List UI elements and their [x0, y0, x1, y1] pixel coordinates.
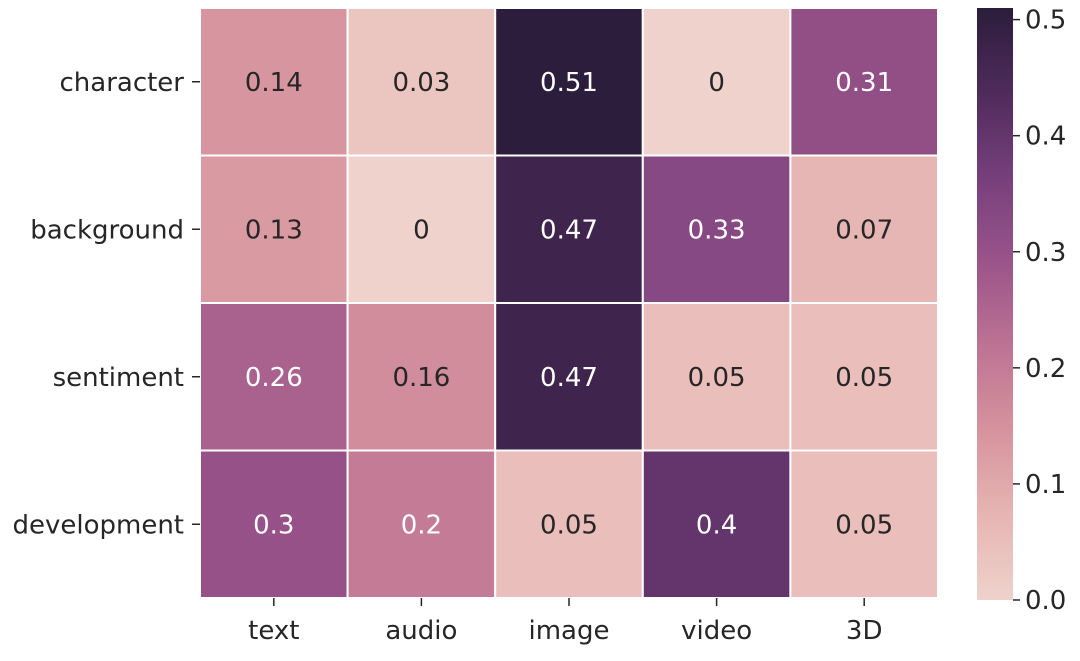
colorbar: 0.0 0.1 0.2 0.3 0.4 0.5: [977, 6, 1066, 616]
heatmap-cell: [494, 302, 644, 452]
cell-value-label: 0.14: [245, 68, 303, 98]
heatmap-cell: [789, 7, 940, 157]
heatmap-cell: [199, 154, 349, 304]
cell-value-label: 0: [708, 68, 725, 98]
cell-value-label: 0.47: [540, 215, 598, 245]
cell-value-label: 0.33: [688, 215, 746, 245]
cell-value-label: 0.07: [835, 215, 893, 245]
heatmap-cell: [789, 302, 940, 452]
cell-value-label: 0.2: [401, 510, 442, 540]
heatmap-cell: [346, 7, 497, 157]
heatmap-cell-labels: 0.14 0.03 0.51 0 0.31 0.13 0 0.47 0.33 0.07 0.26 0.…: [245, 68, 893, 541]
heatmap-cell: [494, 449, 644, 599]
heatmap-cell: [346, 302, 497, 452]
x-tick-label: image: [529, 616, 610, 646]
colorbar-gradient: [977, 8, 1013, 600]
x-tick-label: audio: [385, 616, 457, 646]
cell-value-label: 0.3: [253, 510, 294, 540]
heatmap-cell: [641, 302, 792, 452]
y-tick-label: sentiment: [53, 363, 184, 393]
cell-value-label: 0.47: [540, 363, 598, 393]
colorbar-tick-label: 0.5: [1025, 6, 1066, 36]
cell-value-label: 0.05: [835, 510, 893, 540]
cell-value-label: 0.31: [835, 68, 893, 98]
x-tick-label: 3D: [846, 616, 883, 646]
heatmap-cells: [199, 7, 940, 599]
colorbar-tick-label: 0.2: [1025, 354, 1066, 384]
cell-value-label: 0.13: [245, 215, 303, 245]
cell-value-label: 0.51: [540, 68, 598, 98]
colorbar-tick-label: 0.4: [1025, 122, 1066, 152]
colorbar-tick-label: 0.1: [1025, 470, 1066, 500]
heatmap-cell: [494, 154, 644, 304]
cell-value-label: 0.4: [696, 510, 737, 540]
x-tick-label: video: [681, 616, 752, 646]
heatmap-cell: [346, 449, 497, 599]
heatmap-cell: [494, 7, 644, 157]
cell-value-label: 0.16: [392, 363, 450, 393]
cell-value-label: 0.05: [688, 363, 746, 393]
heatmap-cell: [789, 449, 940, 599]
heatmap-cell: [199, 7, 349, 157]
cell-value-label: 0: [413, 215, 430, 245]
cell-value-label: 0.26: [245, 363, 303, 393]
heatmap-cell: [641, 449, 792, 599]
y-tick-label: development: [12, 510, 184, 540]
heatmap-cell: [789, 154, 940, 304]
cell-value-label: 0.05: [540, 510, 598, 540]
colorbar-tick-label: 0.0: [1025, 586, 1066, 616]
cell-value-label: 0.03: [392, 68, 450, 98]
heatmap-cell: [641, 7, 792, 157]
y-axis: character background sentiment development: [12, 68, 200, 540]
x-axis: text audio image video 3D: [248, 598, 882, 646]
y-tick-label: character: [59, 68, 184, 98]
cell-value-label: 0.05: [835, 363, 893, 393]
y-tick-label: background: [30, 215, 184, 245]
x-tick-label: text: [248, 616, 299, 646]
colorbar-tick-label: 0.3: [1025, 238, 1066, 268]
